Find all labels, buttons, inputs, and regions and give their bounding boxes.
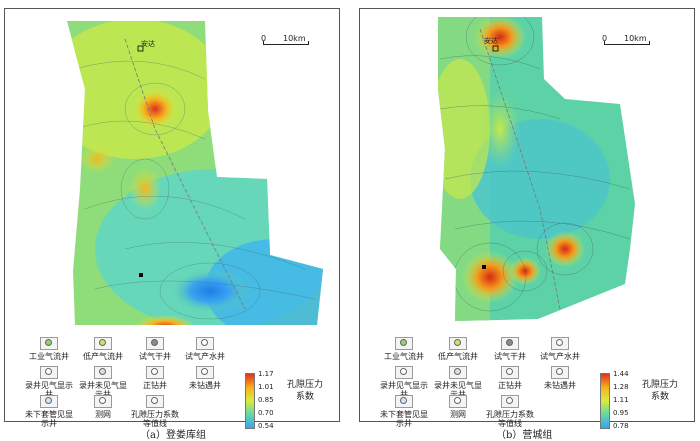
pressure-map-yingcheng <box>438 17 635 321</box>
legend-label: 录井未见气显示井 <box>434 381 482 399</box>
contour-line-icon <box>501 395 519 408</box>
map-panel-yingcheng: 安达 0 10km 工业气流井低产气流井试气干井试气产水井录井见气显示井录井未见… <box>359 8 695 430</box>
town-marker-icon <box>492 45 499 52</box>
colorbar-title: 孔隙压力系数 <box>286 380 323 402</box>
legend-item: 未钻遇井 <box>175 366 235 390</box>
legend-item: 录井未见气显示井 <box>428 366 488 399</box>
legend-label: 工业气流井 <box>29 352 69 361</box>
legend-item: 未下套管见显示井 <box>19 395 79 428</box>
colorbar-title: 孔隙压力系数 <box>641 380 678 402</box>
town-marker-icon <box>137 45 144 52</box>
survey-grid-icon <box>449 395 467 408</box>
legend-item: 正钻井 <box>125 366 185 390</box>
panel-b-caption: （b）营城组 <box>496 430 553 441</box>
contour-line-icon <box>146 395 164 408</box>
legend-item: 录井见气显示井 <box>374 366 434 399</box>
legend-item: 试气产水井 <box>530 337 590 361</box>
water-well-icon <box>551 337 569 350</box>
colorbar-tick-label: 1.44 <box>613 370 629 378</box>
not-drilled-well-icon <box>551 366 569 379</box>
no-show-well-icon <box>94 366 112 379</box>
dry-well-icon <box>501 337 519 350</box>
legend-label: 试气干井 <box>139 352 171 361</box>
legend-label: 正钻井 <box>498 381 522 390</box>
water-well-icon <box>196 337 214 350</box>
legend-label: 测网 <box>450 410 466 419</box>
legend-label: 正钻井 <box>143 381 167 390</box>
colorbar-tick-label: 1.01 <box>258 383 274 391</box>
legend-item: 未钻遇井 <box>530 366 590 390</box>
drilling-well-icon <box>501 366 519 379</box>
no-show-well-icon <box>449 366 467 379</box>
legend-item: 低产气流井 <box>428 337 488 361</box>
legend-label: 未钻遇井 <box>189 381 221 390</box>
colorbar-tick-label: 0.54 <box>258 422 274 430</box>
colorbar-tick-label: 0.95 <box>613 409 629 417</box>
map-panel-dengluku: 安达 0 10km 工业气流井低产气流井试气干井试气产水井录井见气显示井录井未见… <box>4 8 340 430</box>
gas-flow-well-icon <box>40 337 58 350</box>
legend-label: 试气产水井 <box>185 352 225 361</box>
low-gas-well-icon <box>449 337 467 350</box>
colorbar-tick-label: 0.78 <box>613 422 629 430</box>
gas-show-well-icon <box>395 366 413 379</box>
pressure-map-dengluku <box>67 21 323 325</box>
legend-item: 孔隙压力系数等值线 <box>125 395 185 428</box>
legend-label: 孔隙压力系数等值线 <box>131 410 179 428</box>
legend-item: 试气产水井 <box>175 337 235 361</box>
colorbar-tick-label: 0.70 <box>258 409 274 417</box>
colorbar-tick-label: 0.85 <box>258 396 274 404</box>
colorbar-tick-label: 1.17 <box>258 370 274 378</box>
legend-label: 未下套管见显示井 <box>380 410 428 428</box>
colorbar-tick-label: 1.11 <box>613 396 629 404</box>
legend-item: 工业气流井 <box>19 337 79 361</box>
survey-grid-icon <box>94 395 112 408</box>
uncased-well-icon <box>40 395 58 408</box>
town-label: 安达 <box>141 40 155 48</box>
gas-flow-well-icon <box>395 337 413 350</box>
legend-label: 录井未见气显示井 <box>79 381 127 399</box>
legend-label: 未下套管见显示井 <box>25 410 73 428</box>
legend-label: 试气干井 <box>494 352 526 361</box>
legend-label: 工业气流井 <box>384 352 424 361</box>
legend-item: 未下套管见显示井 <box>374 395 434 428</box>
legend-label: 录井见气显示井 <box>25 381 73 399</box>
legend-label: 录井见气显示井 <box>380 381 428 399</box>
legend-item: 正钻井 <box>480 366 540 390</box>
drilling-well-icon <box>146 366 164 379</box>
dry-well-icon <box>146 337 164 350</box>
uncased-well-icon <box>395 395 413 408</box>
low-gas-well-icon <box>94 337 112 350</box>
legend-item: 录井见气显示井 <box>19 366 79 399</box>
legend-item: 孔隙压力系数等值线 <box>480 395 540 428</box>
legend-item: 试气干井 <box>480 337 540 361</box>
legend-label: 未钻遇井 <box>544 381 576 390</box>
legend-label: 孔隙压力系数等值线 <box>486 410 534 428</box>
legend-label: 低产气流井 <box>438 352 478 361</box>
legend-label: 测网 <box>95 410 111 419</box>
legend-item: 工业气流井 <box>374 337 434 361</box>
legend-item: 测网 <box>73 395 133 419</box>
gas-show-well-icon <box>40 366 58 379</box>
colorbar-tick-label: 1.28 <box>613 383 629 391</box>
panel-a-caption: （a）登娄库组 <box>140 430 206 441</box>
legend-item: 低产气流井 <box>73 337 133 361</box>
not-drilled-well-icon <box>196 366 214 379</box>
legend-item: 试气干井 <box>125 337 185 361</box>
legend-item: 测网 <box>428 395 488 419</box>
town-label: 安达 <box>484 37 498 45</box>
legend-item: 录井未见气显示井 <box>73 366 133 399</box>
legend-label: 低产气流井 <box>83 352 123 361</box>
colorbar <box>600 373 610 429</box>
legend-label: 试气产水井 <box>540 352 580 361</box>
colorbar <box>245 373 255 429</box>
